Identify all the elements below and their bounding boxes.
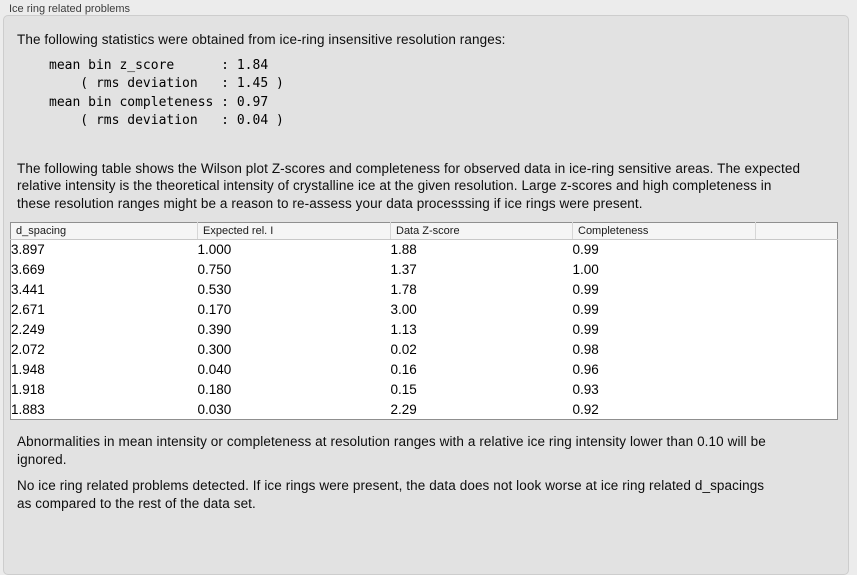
cell-empty xyxy=(756,300,838,320)
cell-d-spacing: 2.249 xyxy=(11,322,45,337)
cell-data-z-score: 1.88 xyxy=(390,242,417,258)
table-row[interactable]: 1.918 0.180 0.15 0.93 xyxy=(11,380,838,400)
cell-data-z-score: 1.13 xyxy=(390,322,417,337)
cell-data-z-score: 3.00 xyxy=(390,302,417,317)
cell-empty xyxy=(756,280,838,300)
cell-empty xyxy=(756,260,838,280)
cell-expected-rel-i: 0.750 xyxy=(197,262,232,277)
cell-completeness: 0.99 xyxy=(572,282,599,297)
cell-data-z-score: 0.16 xyxy=(390,362,417,377)
cell-data-z-score: 0.02 xyxy=(390,342,417,357)
conclusion-text: No ice ring related problems detected. I… xyxy=(17,478,765,511)
cell-d-spacing: 3.897 xyxy=(11,242,45,258)
cell-expected-rel-i: 0.300 xyxy=(197,342,232,357)
cell-empty xyxy=(756,400,838,420)
ice-ring-table: d_spacing Expected rel. I Data Z-score C… xyxy=(10,222,838,420)
column-header-d-spacing[interactable]: d_spacing xyxy=(10,222,198,240)
cell-d-spacing: 3.441 xyxy=(11,282,45,297)
cell-expected-rel-i: 0.390 xyxy=(197,322,232,337)
cell-d-spacing: 1.948 xyxy=(11,362,45,377)
cell-empty xyxy=(756,240,838,260)
table-row[interactable]: 1.883 0.030 2.29 0.92 xyxy=(11,400,838,420)
cell-completeness: 0.93 xyxy=(572,382,599,397)
cell-expected-rel-i: 0.530 xyxy=(197,282,232,297)
cell-d-spacing: 1.883 xyxy=(11,401,45,417)
table-intro-text: The following table shows the Wilson plo… xyxy=(17,160,801,211)
abnormalities-note-text: Abnormalities in mean intensity or compl… xyxy=(17,434,766,467)
table-row[interactable]: 2.671 0.170 3.00 0.99 xyxy=(11,300,838,320)
cell-completeness: 0.99 xyxy=(572,242,599,258)
cell-completeness: 0.96 xyxy=(572,362,599,377)
cell-expected-rel-i: 1.000 xyxy=(197,242,232,258)
column-header-completeness[interactable]: Completeness xyxy=(572,222,756,240)
cell-d-spacing: 3.669 xyxy=(11,262,45,277)
table-row[interactable]: 3.669 0.750 1.37 1.00 xyxy=(11,260,838,280)
cell-empty xyxy=(756,340,838,360)
table-row[interactable]: 3.441 0.530 1.78 0.99 xyxy=(11,280,838,300)
cell-completeness: 0.92 xyxy=(572,401,599,417)
cell-data-z-score: 1.37 xyxy=(390,262,417,277)
column-header-data-z-score[interactable]: Data Z-score xyxy=(390,222,573,240)
cell-completeness: 1.00 xyxy=(572,262,599,277)
table-row[interactable]: 2.249 0.390 1.13 0.99 xyxy=(11,320,838,340)
cell-expected-rel-i: 0.180 xyxy=(197,382,232,397)
table-row[interactable]: 2.072 0.300 0.02 0.98 xyxy=(11,340,838,360)
cell-completeness: 0.99 xyxy=(572,302,599,317)
cell-expected-rel-i: 0.170 xyxy=(197,302,232,317)
groupbox-title: Ice ring related problems xyxy=(9,3,131,15)
cell-empty xyxy=(756,360,838,380)
cell-expected-rel-i: 0.040 xyxy=(197,362,232,377)
cell-data-z-score: 1.78 xyxy=(390,282,417,297)
stats-intro-text: The following statistics were obtained f… xyxy=(17,32,506,47)
cell-expected-rel-i: 0.030 xyxy=(197,401,232,417)
column-header-expected-rel-i[interactable]: Expected rel. I xyxy=(197,222,391,240)
cell-d-spacing: 2.671 xyxy=(11,302,45,317)
cell-completeness: 0.98 xyxy=(572,342,599,357)
ice-ring-table-header: d_spacing Expected rel. I Data Z-score C… xyxy=(10,222,838,240)
stats-values-block: mean bin z_score : 1.84 ( rms deviation … xyxy=(49,57,284,129)
table-row[interactable]: 3.897 1.000 1.88 0.99 xyxy=(11,240,838,260)
cell-data-z-score: 2.29 xyxy=(390,401,417,417)
table-row[interactable]: 1.948 0.040 0.16 0.96 xyxy=(11,360,838,380)
cell-completeness: 0.99 xyxy=(572,322,599,337)
ice-ring-groupbox: The following statistics were obtained f… xyxy=(3,15,849,575)
cell-empty xyxy=(756,380,838,400)
column-header-empty xyxy=(755,222,838,240)
cell-d-spacing: 2.072 xyxy=(11,342,45,357)
ice-ring-table-body: 3.897 1.000 1.88 0.99 3.669 0.750 1.37 1.00 3.44… xyxy=(11,240,838,420)
cell-empty xyxy=(756,320,838,340)
cell-d-spacing: 1.918 xyxy=(11,382,45,397)
cell-data-z-score: 0.15 xyxy=(390,382,417,397)
